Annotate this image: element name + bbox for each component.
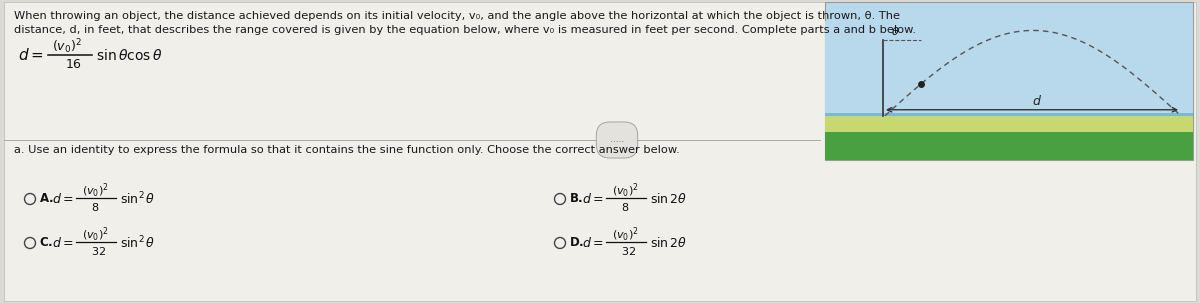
- Text: $\mathbf{B.}$: $\mathbf{B.}$: [569, 192, 583, 205]
- FancyBboxPatch shape: [826, 116, 1193, 132]
- Text: $\mathbf{C.}$: $\mathbf{C.}$: [38, 237, 53, 249]
- FancyBboxPatch shape: [826, 113, 1193, 160]
- Text: $(v_0)^2$: $(v_0)^2$: [52, 38, 82, 56]
- Text: $8$: $8$: [91, 201, 100, 213]
- Text: $d$: $d$: [1032, 94, 1042, 108]
- Text: a. Use an identity to express the formula so that it contains the sine function : a. Use an identity to express the formul…: [14, 145, 679, 155]
- Text: $\mathbf{A.}$: $\mathbf{A.}$: [38, 192, 54, 205]
- Text: distance, d, in feet, that describes the range covered is given by the equation : distance, d, in feet, that describes the…: [14, 25, 916, 35]
- Text: $\theta$: $\theta$: [890, 25, 899, 37]
- Text: $\sin^2\theta$: $\sin^2\theta$: [120, 235, 155, 251]
- Text: $8$: $8$: [622, 201, 629, 213]
- Text: $\sin 2\theta$: $\sin 2\theta$: [650, 192, 688, 206]
- Text: $\sin^2\theta$: $\sin^2\theta$: [120, 191, 155, 207]
- Text: $16$: $16$: [65, 58, 82, 71]
- Text: $(v_0)^2$: $(v_0)^2$: [82, 226, 109, 244]
- Text: $d=$: $d=$: [52, 192, 73, 206]
- FancyBboxPatch shape: [826, 132, 1193, 160]
- Text: $d=$: $d=$: [582, 236, 604, 250]
- Text: When throwing an object, the distance achieved depends on its initial velocity, : When throwing an object, the distance ac…: [14, 11, 900, 21]
- FancyBboxPatch shape: [826, 21, 1193, 113]
- Text: $(v_0)^2$: $(v_0)^2$: [612, 182, 638, 200]
- Text: $d=$: $d=$: [582, 192, 604, 206]
- FancyBboxPatch shape: [4, 2, 1196, 301]
- FancyBboxPatch shape: [826, 2, 1193, 160]
- Text: $d=$: $d=$: [52, 236, 73, 250]
- Text: $\sin\theta\cos\theta$: $\sin\theta\cos\theta$: [96, 48, 162, 62]
- Text: $(v_0)^2$: $(v_0)^2$: [612, 226, 638, 244]
- Text: $32$: $32$: [91, 245, 106, 257]
- Text: .....: .....: [610, 135, 624, 145]
- Text: $\mathbf{D.}$: $\mathbf{D.}$: [569, 237, 584, 249]
- Text: $32$: $32$: [622, 245, 636, 257]
- Text: $d=$: $d=$: [18, 47, 43, 63]
- Text: $\sin 2\theta$: $\sin 2\theta$: [650, 236, 688, 250]
- Text: $(v_0)^2$: $(v_0)^2$: [82, 182, 109, 200]
